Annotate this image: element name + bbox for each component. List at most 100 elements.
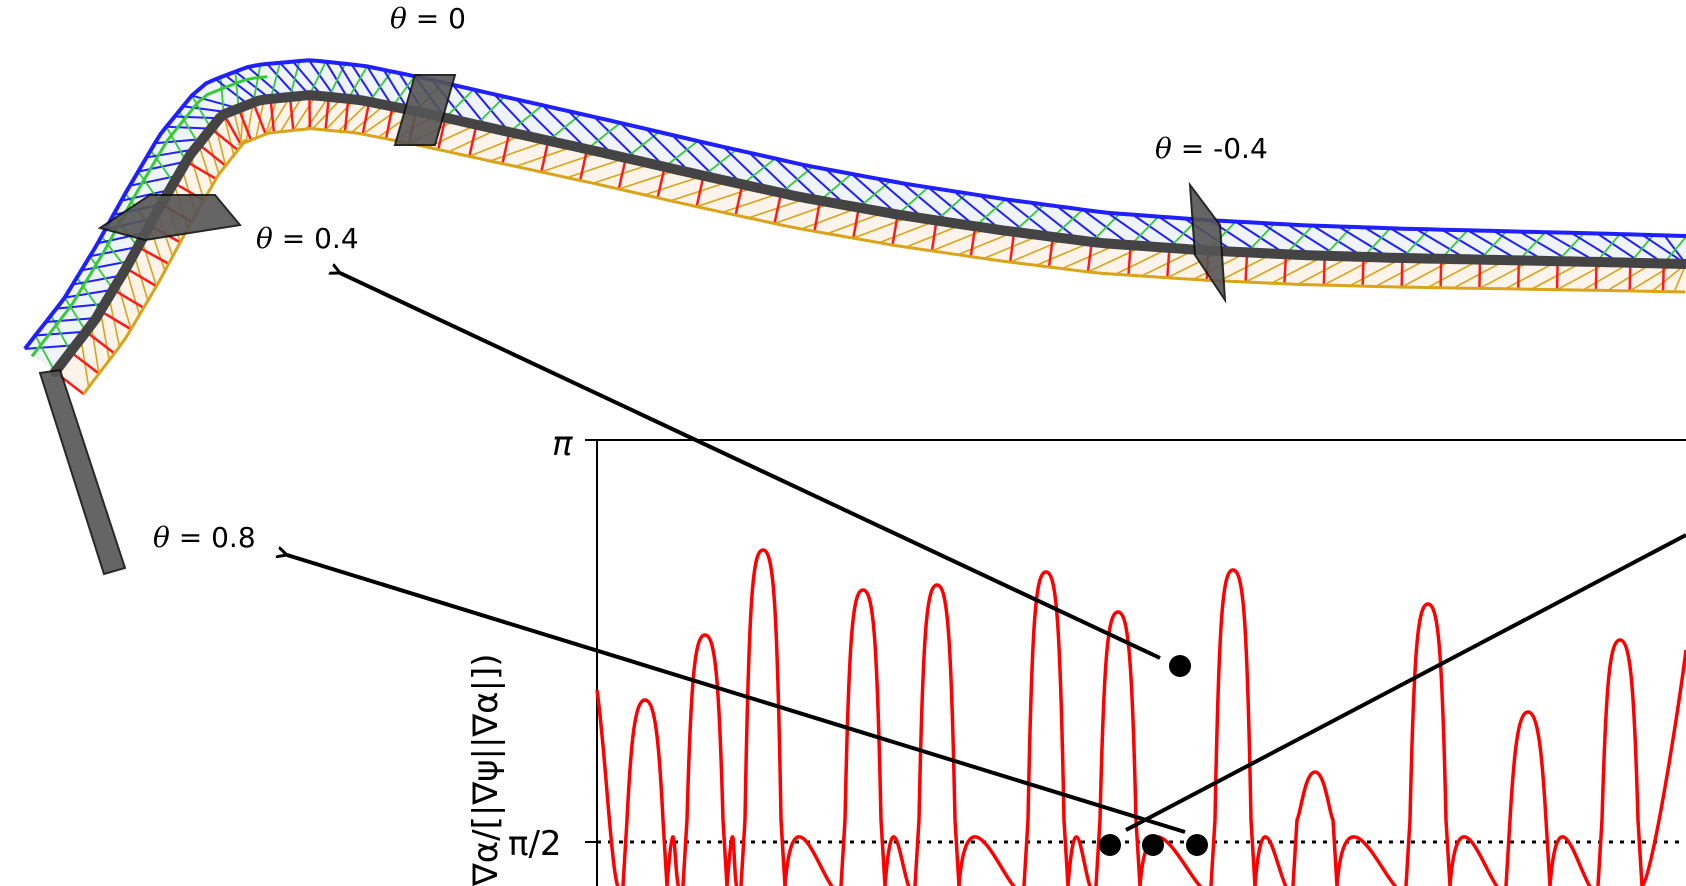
hatch-red xyxy=(185,160,217,180)
hatch-green xyxy=(586,122,621,150)
hatch-green xyxy=(819,173,853,202)
hatch-green xyxy=(34,335,56,373)
hatch-green xyxy=(974,198,1007,227)
hatch-green xyxy=(63,297,87,333)
hatch-orange xyxy=(801,206,860,230)
upper-edge xyxy=(23,58,1686,351)
connector-to-theta-neg-0.4 xyxy=(1125,533,1686,832)
hatch-red xyxy=(617,157,628,190)
hatch-red xyxy=(930,220,938,252)
hatch-orange xyxy=(362,107,401,135)
hatch-red xyxy=(773,192,783,224)
hatch-orange xyxy=(489,139,549,162)
hatch-red xyxy=(468,124,478,157)
hatch-orange xyxy=(1035,241,1093,267)
hatch-red xyxy=(222,113,242,145)
hatch-red xyxy=(324,96,331,131)
marker-crossing-1 xyxy=(1099,834,1121,856)
hatch-green xyxy=(308,61,327,96)
theta-value: = 0.8 xyxy=(170,521,256,554)
hatch-green xyxy=(269,62,281,100)
hatch-red xyxy=(85,330,116,355)
hatch-green xyxy=(444,88,475,119)
tube-centerline xyxy=(50,90,1686,377)
hatch-orange xyxy=(696,186,756,208)
hatch-green xyxy=(165,126,188,162)
hatch-red xyxy=(197,143,227,167)
cross-section-theta-0 xyxy=(393,74,457,146)
hatch-red xyxy=(237,108,253,141)
hatch-orange xyxy=(189,154,205,201)
hatch-green xyxy=(252,64,262,103)
hatch-green xyxy=(741,157,776,186)
hatch-red xyxy=(288,96,295,131)
hatch-red xyxy=(437,117,447,150)
green-edge xyxy=(30,75,268,358)
hatch-red xyxy=(813,200,822,232)
hatch-red xyxy=(656,166,666,199)
hatch-red xyxy=(137,245,170,265)
hatch-orange xyxy=(350,104,386,134)
hatch-blue xyxy=(224,74,259,102)
hatch-orange xyxy=(618,169,678,190)
hatch-orange xyxy=(337,101,370,132)
hatch-blue xyxy=(174,115,220,120)
hatch-orange xyxy=(324,98,356,131)
theta-symbol: θ xyxy=(390,2,407,35)
hatch-red xyxy=(1008,231,1016,263)
hatch-red xyxy=(578,148,589,181)
hatch-orange xyxy=(116,282,132,330)
hatch-red xyxy=(695,175,705,207)
theta-symbol: θ xyxy=(256,222,273,255)
hatch-orange xyxy=(931,227,989,252)
cross-section-theta-neg-0.4 xyxy=(1188,181,1227,304)
theta-value: = -0.4 xyxy=(1172,132,1268,165)
hatch-orange xyxy=(774,202,834,225)
hatch-red xyxy=(269,98,276,133)
hatch-orange xyxy=(125,268,141,316)
hatch-green xyxy=(897,186,929,216)
arrow-to-theta-0.8 xyxy=(287,555,1186,834)
hatch-orange xyxy=(245,102,255,143)
svg-text:θ = 0: θ = 0 xyxy=(390,2,466,35)
arrow-to-theta-0.4 xyxy=(340,273,1161,660)
hatch-red xyxy=(501,131,511,164)
y-tick-label-pi: π xyxy=(552,424,573,464)
hatch-blue xyxy=(493,93,537,139)
hatch-blue xyxy=(645,128,692,174)
hatch-red xyxy=(361,101,371,135)
hatch-blue xyxy=(234,70,272,100)
marker-crossing-2 xyxy=(1142,834,1164,856)
hatch-red xyxy=(891,214,899,246)
theta-label-0.4: θ = 0.4 xyxy=(256,222,359,255)
marker-peak xyxy=(1169,655,1191,677)
hatch-blue xyxy=(722,146,769,191)
hatch-blue xyxy=(292,60,324,97)
hatch-orange xyxy=(566,157,627,179)
hatch-green xyxy=(508,104,544,133)
hatch-red xyxy=(125,267,158,288)
hatch-orange xyxy=(644,175,704,196)
hatch-red xyxy=(69,350,100,375)
theta-value: = 0.4 xyxy=(273,222,359,255)
svg-text:θ = 0.4: θ = 0.4 xyxy=(256,222,359,255)
hatch-blue xyxy=(1030,201,1080,242)
angle-curve xyxy=(595,548,1686,886)
hatch-orange xyxy=(214,123,227,166)
hatch-orange xyxy=(878,219,937,244)
hatch-red xyxy=(1127,245,1132,276)
hatch-orange xyxy=(141,239,158,287)
svg-text:θ = 0.8: θ = 0.8 xyxy=(153,521,256,554)
hatch-red xyxy=(343,98,350,132)
hatch-green xyxy=(1129,215,1160,246)
hatch-orange xyxy=(108,296,121,347)
hatch-red xyxy=(852,207,861,239)
hatch-red xyxy=(112,288,145,309)
hatch-red xyxy=(1086,241,1094,273)
hatch-red xyxy=(969,226,977,257)
flux-tube xyxy=(23,58,1686,576)
hatch-blue xyxy=(953,190,1002,231)
hatch-red xyxy=(1047,236,1055,268)
hatch-orange xyxy=(267,96,291,134)
